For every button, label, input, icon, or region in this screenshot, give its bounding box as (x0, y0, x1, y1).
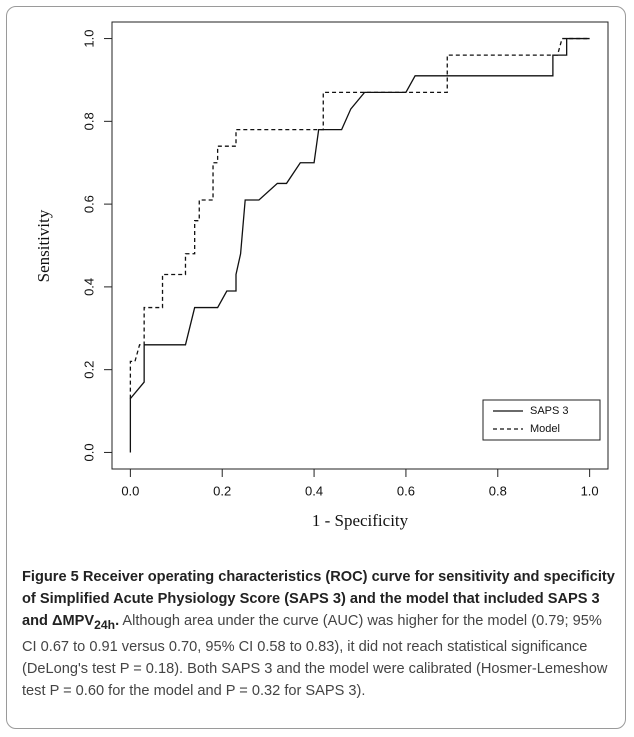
caption-title: Receiver operating characteristics (ROC)… (22, 569, 615, 629)
plot-box (111, 21, 609, 470)
y-tick-label: 1.0 (81, 30, 96, 48)
y-tick-label: 0.8 (81, 112, 96, 130)
roc-curve (129, 37, 590, 399)
figure-caption: Figure 5 Receiver operating characterist… (22, 566, 618, 702)
y-axis-label: Sensitivity (34, 209, 53, 282)
caption-text: Although area under the curve (AUC) was … (22, 613, 608, 699)
roc-curve (129, 37, 590, 453)
legend-label: Model (530, 423, 560, 435)
y-tick-label: 0.4 (81, 278, 96, 296)
legend-box (482, 399, 601, 441)
x-tick-label: 0.2 (213, 483, 231, 498)
x-axis-label: 1 - Specificity (312, 511, 409, 530)
x-tick-label: 1.0 (581, 483, 599, 498)
legend-label: SAPS 3 (530, 405, 569, 417)
x-tick-label: 0.0 (121, 483, 139, 498)
figure-frame (6, 6, 626, 729)
x-tick-label: 0.4 (305, 483, 323, 498)
y-tick-label: 0.2 (81, 361, 96, 379)
y-tick-label: 0.6 (81, 195, 96, 213)
x-tick-label: 0.6 (397, 483, 415, 498)
chart: 1 - Specificity Sensitivity 0.0 0.2 0.4 0.6… (34, 21, 609, 530)
caption-label: Figure 5 (22, 569, 79, 585)
caption-subscript: 24h (94, 617, 116, 632)
x-tick-label: 0.8 (489, 483, 507, 498)
caption-title-end: . (115, 613, 120, 629)
y-tick-label: 0.0 (81, 443, 96, 461)
